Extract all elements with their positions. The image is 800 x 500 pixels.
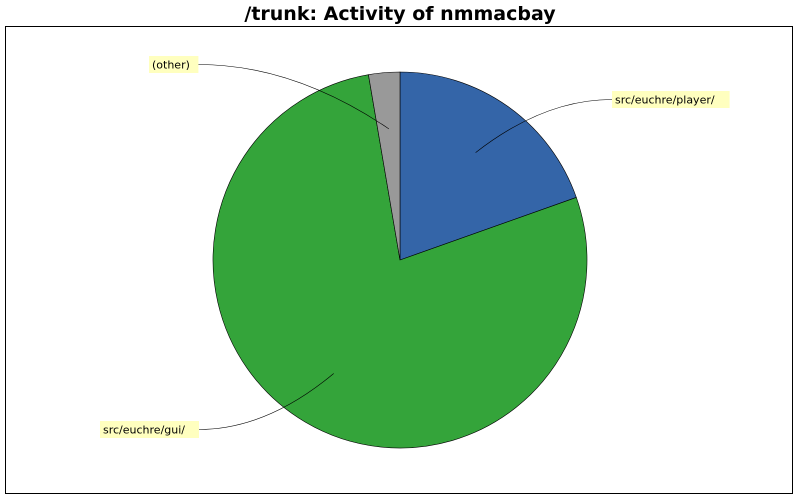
slice-label-0: src/euchre/player/ bbox=[612, 91, 730, 108]
slice-leader-line-0 bbox=[475, 99, 613, 153]
chart-title: /trunk: Activity of nmmacbay bbox=[244, 3, 556, 25]
slice-label-box-0 bbox=[612, 91, 730, 108]
slice-label-2: (other) bbox=[149, 56, 199, 73]
plot-frame bbox=[5, 26, 793, 494]
slice-leader-line-2 bbox=[198, 64, 390, 130]
slice-leader-line-1 bbox=[198, 373, 334, 430]
pie-slice-2 bbox=[368, 71, 401, 261]
slice-label-text-2: (other) bbox=[152, 59, 190, 72]
slice-label-text-1: src/euchre/gui/ bbox=[103, 424, 185, 437]
slice-label-1: src/euchre/gui/ bbox=[100, 421, 199, 438]
slice-label-box-1 bbox=[100, 421, 199, 438]
slice-label-text-0: src/euchre/player/ bbox=[615, 94, 715, 107]
slice-label-box-2 bbox=[149, 56, 199, 73]
pie-slice-1 bbox=[212, 74, 588, 449]
